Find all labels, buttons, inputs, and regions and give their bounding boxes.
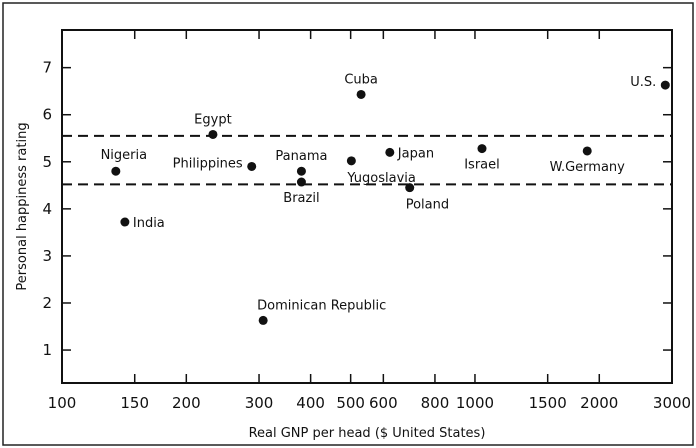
y-tick-label: 3: [42, 247, 52, 265]
x-tick-label: 300: [245, 394, 274, 412]
point-label-japan: Japan: [397, 146, 434, 161]
data-point-israel: [477, 144, 487, 154]
point-label-w-germany: W.Germany: [550, 160, 626, 175]
x-axis-title: Real GNP per head ($ United States): [249, 426, 486, 441]
x-tick-label: 600: [369, 394, 398, 412]
y-tick-label: 5: [42, 153, 52, 171]
data-point-poland: [405, 183, 415, 193]
data-point-egypt: [208, 129, 218, 139]
x-tick-label: 1500: [529, 394, 567, 412]
x-tick-label: 150: [120, 394, 149, 412]
data-point-cuba: [356, 89, 366, 99]
point-label-u-s: U.S.: [630, 75, 656, 90]
data-point-india: [120, 217, 130, 227]
data-point-japan: [385, 147, 395, 157]
point-label-philippines: Philippines: [173, 156, 243, 171]
data-point-brazil: [296, 177, 306, 187]
data-point-w-germany: [582, 146, 592, 156]
data-point-nigeria: [111, 166, 121, 176]
data-point-philippines: [247, 161, 257, 171]
data-point-yugoslavia: [346, 156, 356, 166]
point-label-israel: Israel: [464, 158, 500, 173]
data-point-panama: [296, 166, 306, 176]
y-axis: 1 2 3 4 5 6 7: [42, 59, 672, 359]
x-tick-label: 2000: [580, 394, 618, 412]
x-tick-label: 200: [172, 394, 201, 412]
point-label-cuba: Cuba: [344, 72, 378, 87]
point-label-egypt: Egypt: [194, 112, 232, 127]
y-tick-label: 7: [42, 59, 52, 77]
reference-lines: [62, 134, 672, 186]
y-tick-label: 2: [42, 294, 52, 312]
plot-area-frame: [61, 29, 673, 384]
x-tick-label: 3000: [653, 394, 691, 412]
x-tick-label: 800: [421, 394, 450, 412]
point-label-brazil: Brazil: [283, 191, 319, 206]
x-axis: 100 150 200 300 400 500 600 800 1000 1500 2000 3000: [48, 30, 691, 412]
data-point-u-s: [660, 80, 670, 90]
point-label-panama: Panama: [275, 149, 327, 164]
data-points: Nigeria India Egypt Philippines Panama Brazil…: [101, 72, 670, 325]
y-tick-label: 4: [42, 200, 52, 218]
x-tick-label: 400: [296, 394, 325, 412]
point-label-nigeria: Nigeria: [101, 148, 148, 163]
point-label-dominican-republic: Dominican Republic: [257, 298, 386, 313]
point-label-yugoslavia: Yugoslavia: [346, 171, 416, 186]
x-tick-label: 500: [336, 394, 365, 412]
point-label-india: India: [133, 216, 165, 231]
point-label-poland: Poland: [406, 198, 449, 213]
y-axis-title: Personal happiness rating: [15, 122, 30, 290]
data-point-dominican-republic: [258, 315, 268, 325]
x-tick-label: 100: [48, 394, 77, 412]
x-tick-label: 1000: [456, 394, 494, 412]
y-tick-label: 6: [42, 106, 52, 124]
y-tick-label: 1: [42, 341, 52, 359]
